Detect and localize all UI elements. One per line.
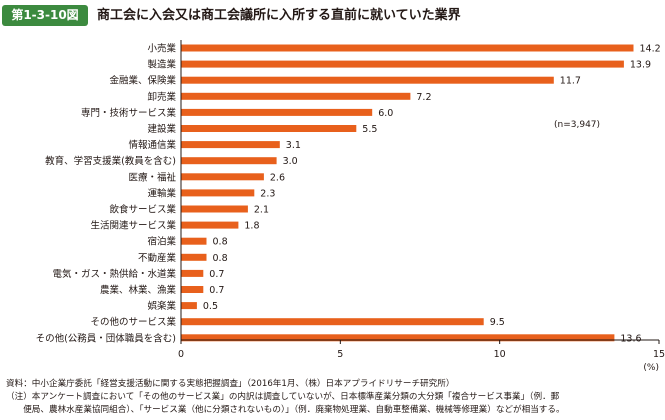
annotation-note-line-1: （注）本アンケート調査において「その他のサービス業」の内訳は調査していないが、日… bbox=[6, 392, 560, 402]
category-label: その他(公務員・団体職員を含む) bbox=[36, 332, 176, 344]
value-label: 9.5 bbox=[490, 317, 505, 328]
category-label: 金融業、保険業 bbox=[109, 75, 176, 87]
category-label: 宿泊業 bbox=[147, 236, 176, 248]
category-label: 医療・福祉 bbox=[128, 171, 176, 183]
bar bbox=[181, 302, 197, 310]
bar bbox=[181, 269, 204, 277]
category-label: 運輸業 bbox=[147, 187, 176, 199]
value-label: 0.7 bbox=[209, 285, 224, 296]
sample-size-note: (n=3,947) bbox=[554, 120, 600, 130]
value-label: 3.0 bbox=[283, 156, 298, 167]
figure-number-badge: 第1-3-10図 bbox=[2, 5, 88, 26]
category-label: 小売業 bbox=[147, 43, 176, 55]
value-label: 3.1 bbox=[286, 140, 301, 151]
value-label: 7.2 bbox=[416, 92, 431, 103]
bar bbox=[181, 173, 264, 181]
value-label: 13.9 bbox=[630, 60, 651, 71]
x-tick-label: 0 bbox=[178, 349, 184, 360]
bar-chart: 14.2 小売業 13.9 製造業 11.7 金融業、保険業 7.2 卸売業 6.0 専門・技術サ… bbox=[36, 40, 665, 373]
bar bbox=[181, 92, 411, 100]
value-label: 0.5 bbox=[203, 301, 218, 312]
x-tick-label: 5 bbox=[337, 349, 343, 360]
category-label: 情報通信業 bbox=[128, 139, 176, 151]
category-label: 不動産業 bbox=[138, 252, 177, 264]
x-tick-label: 15 bbox=[653, 349, 665, 360]
bar bbox=[181, 44, 634, 52]
category-label: 専門・技術サービス業 bbox=[81, 107, 177, 119]
value-label: 2.1 bbox=[254, 205, 269, 216]
value-label: 14.2 bbox=[640, 44, 661, 55]
category-label: 製造業 bbox=[147, 59, 176, 71]
value-label: 1.8 bbox=[244, 221, 259, 232]
category-label: 農業、林業、漁業 bbox=[100, 284, 177, 296]
value-label: 6.0 bbox=[378, 108, 393, 119]
bar bbox=[181, 76, 554, 84]
source-note: 資料：中小企業庁委託「経営支援活動に関する実態把握調査」（2016年1月、（株）… bbox=[6, 379, 455, 389]
bar bbox=[181, 157, 277, 165]
category-label: その他のサービス業 bbox=[90, 316, 176, 328]
bar bbox=[181, 334, 615, 342]
category-label: 電気・ガス・熱供給・水道業 bbox=[52, 268, 176, 280]
category-label: 娯楽業 bbox=[147, 300, 176, 312]
bar bbox=[181, 141, 280, 149]
value-label: 11.7 bbox=[560, 76, 581, 87]
bar bbox=[181, 318, 484, 326]
bar bbox=[181, 108, 373, 116]
figure-title: 商工会に入会又は商工会議所に入所する直前に就いていた業界 bbox=[97, 8, 461, 23]
category-label: 卸売業 bbox=[147, 91, 176, 103]
bar bbox=[181, 221, 239, 229]
value-label: 0.7 bbox=[209, 269, 224, 280]
value-label: 13.6 bbox=[620, 333, 641, 344]
bar bbox=[181, 60, 624, 68]
x-unit-label: (%) bbox=[643, 363, 659, 373]
category-label: 生活関連サービス業 bbox=[90, 220, 176, 232]
value-label: 0.8 bbox=[213, 237, 228, 248]
value-label: 2.6 bbox=[270, 172, 285, 183]
bar bbox=[181, 189, 255, 197]
bar bbox=[181, 253, 207, 261]
category-label: 飲食サービス業 bbox=[109, 204, 176, 216]
figure-header: 第1-3-10図 商工会に入会又は商工会議所に入所する直前に就いていた業界 bbox=[0, 0, 665, 30]
value-label: 0.8 bbox=[213, 253, 228, 264]
bar bbox=[181, 205, 248, 213]
value-label: 2.3 bbox=[260, 188, 275, 199]
category-label: 建設業 bbox=[147, 123, 176, 135]
bar bbox=[181, 125, 357, 132]
bar bbox=[181, 286, 204, 293]
bar bbox=[181, 237, 207, 245]
x-tick-label: 10 bbox=[494, 349, 506, 360]
value-label: 5.5 bbox=[362, 124, 377, 135]
footnotes: 資料：中小企業庁委託「経営支援活動に関する実態把握調査」（2016年1月、（株）… bbox=[6, 378, 662, 417]
category-label: 教育、学習支援業(教員を含む) bbox=[45, 155, 176, 167]
annotation-note-line-2: 便局、農林水産業協同組合）、「サービス業（他に分類されないもの）」（例．廃棄物処… bbox=[6, 405, 565, 415]
